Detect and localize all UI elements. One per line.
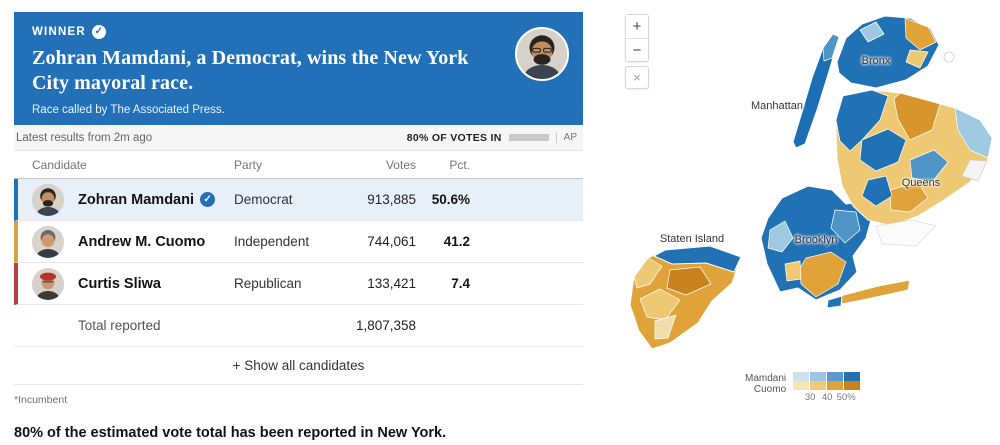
candidate-name: Curtis Sliwa	[78, 275, 161, 292]
candidate-name: Zohran Mamdani ✓	[78, 192, 234, 208]
legend-ticks: 30 40 50%	[804, 392, 856, 403]
map-panel: + − × Bronx Manhattan Queens Brooklyn St…	[610, 0, 1000, 445]
results-panel: WINNER ✓ Zohran Mamdani, a Democrat, win…	[14, 12, 583, 441]
votes-in-progress-bar	[508, 134, 549, 141]
table-header-row: Candidate Party Votes Pct.	[14, 151, 583, 179]
map-legend: Mamdani Cuomo 30 40 50%	[745, 372, 862, 403]
show-all-candidates-button[interactable]: + Show all candidates	[14, 347, 583, 385]
headline: Zohran Mamdani, a Democrat, wins the New…	[32, 47, 469, 94]
candidate-pct: 7.4	[451, 276, 470, 291]
legend-mamdani-swatches	[793, 372, 862, 381]
candidate-pct: 50.6%	[431, 192, 470, 207]
column-header-candidate: Candidate	[32, 158, 87, 172]
legend-label-mamdani: Mamdani	[745, 373, 787, 384]
column-header-pct: Pct.	[449, 158, 470, 172]
candidate-party: Independent	[234, 234, 310, 249]
legend-cuomo-swatches	[793, 381, 862, 390]
winner-banner: WINNER ✓ Zohran Mamdani, a Democrat, win…	[14, 12, 583, 125]
winner-check-icon: ✓	[91, 25, 106, 39]
borough-label-bronx: Bronx	[861, 55, 891, 67]
total-reported-row: Total reported 1,807,358	[14, 305, 583, 347]
total-reported-votes: 1,807,358	[355, 318, 416, 333]
candidate-votes: 913,885	[367, 192, 416, 207]
winner-label: WINNER	[32, 26, 86, 38]
map-close-button[interactable]: ×	[625, 66, 649, 89]
borough-label-staten-island: Staten Island	[659, 233, 725, 245]
candidate-photo	[32, 225, 64, 258]
results-status-bar: Latest results from 2m ago 80% OF VOTES …	[14, 125, 583, 151]
candidate-votes: 744,061	[367, 234, 416, 249]
winner-badge: WINNER ✓	[32, 25, 567, 39]
borough-label-brooklyn: Brooklyn	[794, 234, 838, 246]
candidate-photo	[32, 267, 64, 300]
winner-check-badge-icon: ✓	[200, 192, 216, 207]
source-label: AP	[555, 132, 577, 143]
candidate-row-mamdani: Zohran Mamdani ✓ Democrat 913,885 50.6%	[14, 179, 583, 221]
race-called-subtitle: Race called by The Associated Press.	[32, 103, 225, 116]
map-zoom-controls: + −	[625, 14, 649, 62]
votes-in-label: 80% OF VOTES IN	[406, 131, 502, 144]
zoom-in-button[interactable]: +	[626, 15, 648, 38]
candidate-photo	[32, 183, 64, 216]
total-reported-label: Total reported	[78, 318, 161, 333]
candidate-name: Andrew M. Cuomo	[78, 233, 206, 250]
last-updated-text: Latest results from 2m ago	[16, 131, 153, 144]
candidate-row-sliwa: Curtis Sliwa Republican 133,421 7.4	[14, 263, 583, 305]
candidate-row-cuomo: Andrew M. Cuomo Independent 744,061 41.2	[14, 221, 583, 263]
candidate-votes: 133,421	[367, 276, 416, 291]
candidate-party: Republican	[234, 276, 302, 291]
candidate-pct: 41.2	[443, 234, 470, 249]
zoom-out-button[interactable]: −	[626, 38, 648, 61]
borough-label-queens: Queens	[901, 177, 941, 189]
borough-label-manhattan: Manhattan	[751, 100, 803, 112]
column-header-votes: Votes	[385, 158, 416, 172]
winner-photo	[515, 27, 569, 81]
column-header-party: Party	[234, 158, 263, 172]
winner-portrait-icon	[517, 29, 567, 79]
mamdani-portrait-icon	[32, 183, 64, 216]
sliwa-portrait-icon	[32, 267, 64, 300]
candidate-party: Democrat	[234, 192, 293, 207]
legend-label-cuomo: Cuomo	[753, 384, 787, 395]
incumbent-footnote: *Incumbent	[14, 394, 68, 406]
nyc-results-map[interactable]	[610, 0, 1000, 445]
cuomo-portrait-icon	[32, 225, 64, 258]
estimated-vote-note: 80% of the estimated vote total has been…	[14, 425, 447, 441]
